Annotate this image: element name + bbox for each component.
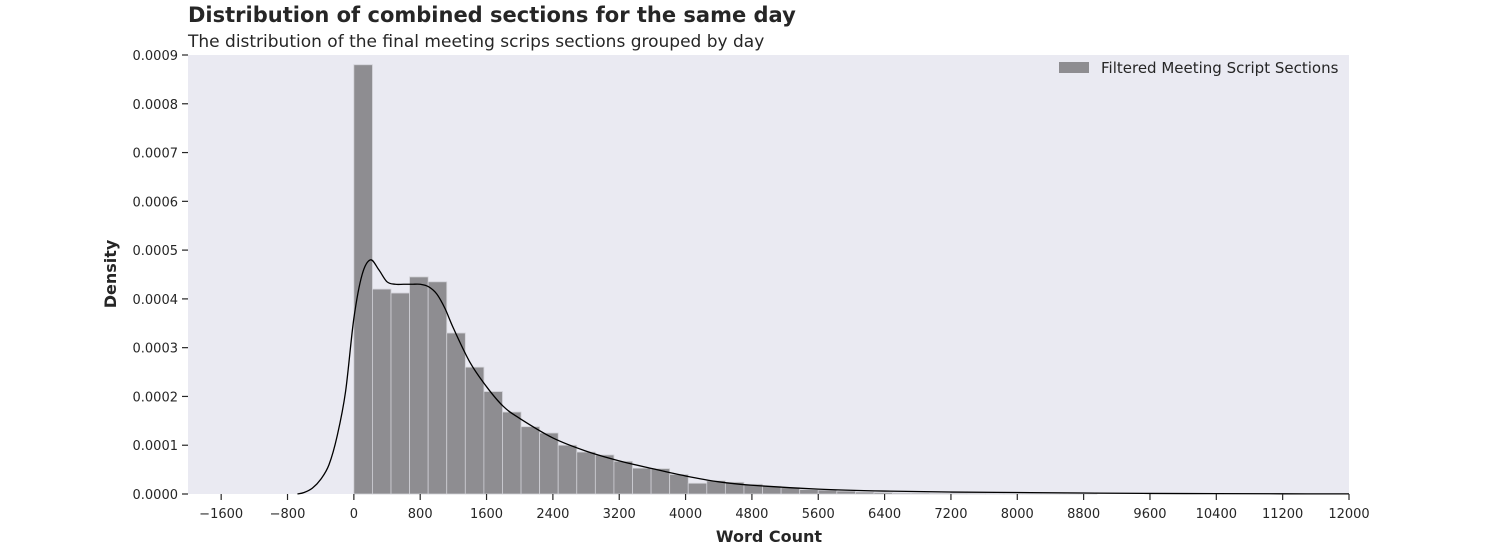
x-tick-label: 2400 xyxy=(536,507,569,522)
x-tick-label: 9600 xyxy=(1133,507,1166,522)
histogram-bar xyxy=(353,64,373,495)
x-tick-label: 10400 xyxy=(1196,507,1237,522)
x-tick-label: 12000 xyxy=(1328,507,1369,522)
histogram-bar xyxy=(687,482,708,495)
histogram-bar xyxy=(464,366,485,495)
histogram-bar xyxy=(557,444,578,495)
histogram-bar xyxy=(483,391,503,495)
y-axis: 0.0000 0.0001 0.0002 0.0003 0.0004 0.0005 0.00… xyxy=(133,49,188,503)
histogram-bar xyxy=(669,474,689,495)
y-tick-label: 0.0009 xyxy=(133,49,179,64)
y-tick-label: 0.0007 xyxy=(133,147,179,162)
y-tick-label: 0.0008 xyxy=(133,98,179,113)
histogram-bar xyxy=(836,490,856,495)
x-tick-label: −800 xyxy=(270,507,306,522)
x-axis-label: Word Count xyxy=(716,527,823,546)
histogram-bar xyxy=(539,432,559,495)
histogram-bar xyxy=(427,281,448,495)
histogram-bar xyxy=(799,489,819,495)
y-tick-label: 0.0005 xyxy=(133,244,179,259)
x-tick-label: 3200 xyxy=(603,507,636,522)
histogram-bar xyxy=(947,493,968,495)
y-axis-label: Density xyxy=(101,239,120,308)
x-tick-label: 4000 xyxy=(669,507,702,522)
y-tick-label: 0.0001 xyxy=(133,439,179,454)
histogram-bar xyxy=(910,492,931,495)
histogram-bar xyxy=(855,491,875,495)
histogram-bar xyxy=(390,292,410,495)
x-tick-label: 8800 xyxy=(1067,507,1100,522)
histogram-bar xyxy=(502,411,522,495)
histogram-bar xyxy=(520,426,541,495)
y-tick-label: 0.0002 xyxy=(133,390,179,405)
x-axis: −1600 −800 0 800 1600 2400 3200 4000 4800 5600 640… xyxy=(199,494,1370,522)
y-tick-label: 0.0006 xyxy=(133,195,179,210)
legend-swatch xyxy=(1059,62,1089,73)
histogram-bar xyxy=(817,489,838,495)
histogram-bar xyxy=(372,288,392,495)
kde-curve xyxy=(297,259,1350,495)
y-tick-label: 0.0004 xyxy=(133,293,179,308)
histogram-bar xyxy=(892,492,912,495)
legend-label: Filtered Meeting Script Sections xyxy=(1101,59,1339,77)
chart-title: Distribution of combined sections for th… xyxy=(188,3,796,27)
x-tick-label: 11200 xyxy=(1262,507,1303,522)
histogram-bar xyxy=(613,460,633,495)
histogram-bar xyxy=(409,276,429,495)
histogram-bar xyxy=(873,492,893,495)
histogram-bar xyxy=(594,454,615,495)
histogram-bar xyxy=(632,467,652,495)
x-tick-label: 0 xyxy=(350,507,358,522)
histogram-bar xyxy=(576,451,596,495)
chart-subtitle: The distribution of the final meeting sc… xyxy=(188,32,765,52)
x-tick-label: 6400 xyxy=(868,507,901,522)
x-tick-label: −1600 xyxy=(199,507,243,522)
y-tick-label: 0.0003 xyxy=(133,342,179,357)
x-tick-label: 5600 xyxy=(802,507,835,522)
x-tick-label: 4800 xyxy=(735,507,768,522)
histogram-bar xyxy=(929,492,949,495)
legend: Filtered Meeting Script Sections xyxy=(1059,59,1339,77)
x-tick-label: 8000 xyxy=(1001,507,1034,522)
histogram-bar xyxy=(446,332,466,495)
x-tick-label: 7200 xyxy=(934,507,967,522)
x-tick-label: 1600 xyxy=(470,507,503,522)
histogram-bars xyxy=(353,64,1098,495)
y-tick-label: 0.0000 xyxy=(133,488,179,503)
x-tick-label: 800 xyxy=(408,507,433,522)
